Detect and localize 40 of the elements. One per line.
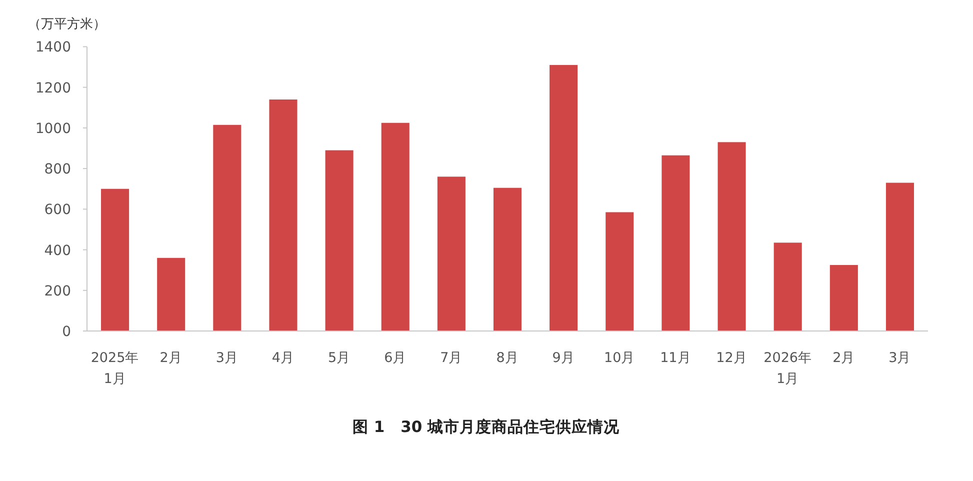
y-tick-label: 200 <box>44 283 71 300</box>
x-tick-label: 11月 <box>660 350 692 366</box>
y-tick-label: 1000 <box>35 120 71 137</box>
x-tick-label: 2月 <box>832 350 856 366</box>
x-tick-label: 7月 <box>440 350 463 366</box>
x-tick-label: 2月 <box>160 350 182 366</box>
bar <box>662 155 690 331</box>
x-tick-label: 5月 <box>328 350 351 366</box>
y-tick-label: 600 <box>44 202 71 218</box>
bar <box>550 64 578 331</box>
bar <box>325 150 354 331</box>
x-tick-label: 9月 <box>552 350 575 366</box>
x-tick-label: 6月 <box>384 350 407 366</box>
x-tick-label: 2026年 1月 <box>764 350 812 387</box>
bar <box>381 122 410 331</box>
x-tick-label: 4月 <box>272 350 295 366</box>
text: 图 1 30 城市月度商品住宅供应情况 <box>352 417 621 436</box>
y-tick-label: 1200 <box>35 80 71 96</box>
y-axis-title: （万平方米） <box>28 16 106 32</box>
bar <box>269 100 298 331</box>
x-tick-label: 3月 <box>888 350 912 366</box>
y-tick-label: 400 <box>44 242 71 259</box>
x-tick-label: 10月 <box>604 350 636 366</box>
bar <box>774 242 802 331</box>
bar <box>606 212 634 331</box>
bar <box>886 182 914 331</box>
bar <box>718 142 746 331</box>
y-tick-label: 800 <box>44 162 71 178</box>
bar <box>213 124 242 331</box>
bar <box>157 258 186 331</box>
y-tick-label: 0 <box>62 324 71 340</box>
bar <box>493 188 522 331</box>
x-tick-label: 12月 <box>716 350 748 366</box>
bar <box>101 188 130 331</box>
bar <box>830 265 858 331</box>
x-tick-label: 8月 <box>496 350 519 366</box>
bar <box>437 176 466 331</box>
x-tick-label: 2025年 1月 <box>90 350 140 387</box>
x-tick-label: 3月 <box>216 350 238 366</box>
y-tick-label: 1400 <box>35 40 71 56</box>
